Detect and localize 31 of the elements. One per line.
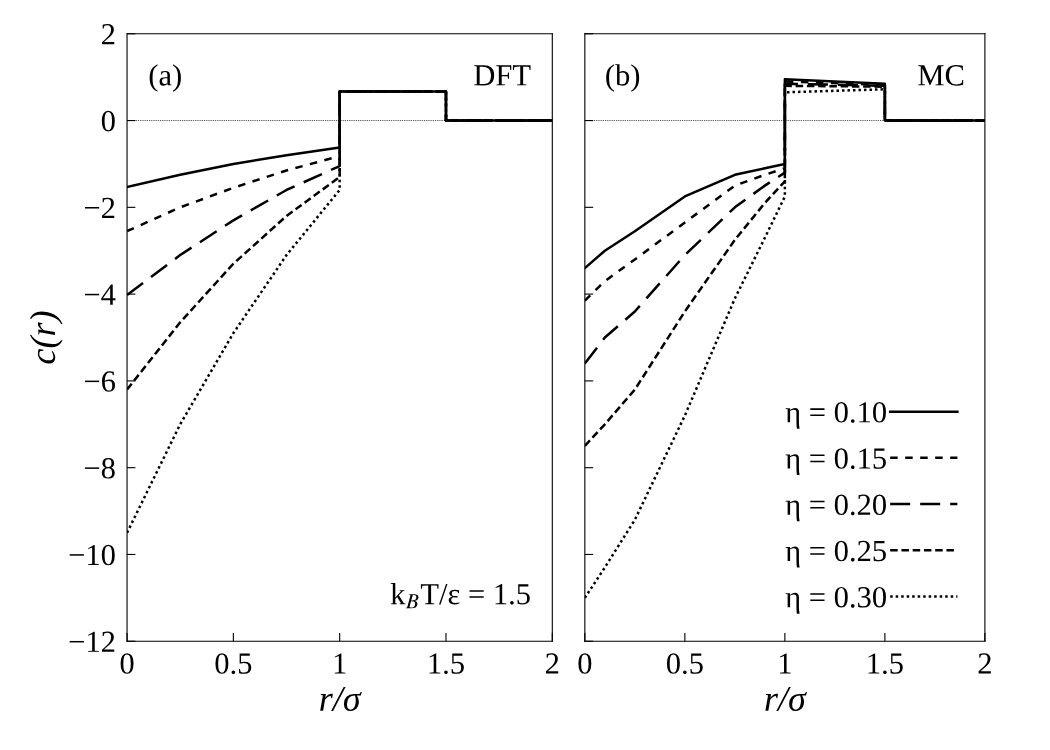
annotation: (a) xyxy=(149,64,181,92)
y-tick-label: 2 xyxy=(102,24,115,45)
x-tick-label: 0 xyxy=(578,653,592,674)
x-tick-label: 0 xyxy=(120,653,134,674)
x-tick-label: 1 xyxy=(779,653,791,674)
annotation: MC xyxy=(918,65,964,86)
y-tick-label: −2 xyxy=(84,197,115,218)
y-tick-label: −12 xyxy=(69,631,115,652)
x-tick-label: 0.5 xyxy=(215,653,252,674)
x-tick-label: 2 xyxy=(978,653,991,674)
annotation: k$_{B}$T/ε = 1.5 xyxy=(390,582,530,609)
x-tick-label: 1 xyxy=(334,653,346,674)
legend-label: η = 0.10 xyxy=(785,402,886,429)
x-tick-label: 0.5 xyxy=(666,653,703,674)
y-tick-label: −10 xyxy=(69,544,115,566)
y-tick-label: −6 xyxy=(84,371,116,392)
x-axis-title: r/σ xyxy=(765,686,807,712)
annotation: DFT xyxy=(474,65,531,86)
legend-label: η = 0.25 xyxy=(785,540,886,568)
legend-label: η = 0.30 xyxy=(785,586,886,614)
x-tick-label: 1.5 xyxy=(868,653,903,674)
y-tick-label: 0 xyxy=(101,110,115,132)
y-tick-label: −8 xyxy=(84,457,115,479)
legend-label: η = 0.20 xyxy=(785,494,886,522)
x-axis-title: r/σ xyxy=(320,686,362,712)
x-tick-label: 1.5 xyxy=(429,653,464,674)
y-tick-label: −4 xyxy=(84,284,116,305)
legend-label: η = 0.15 xyxy=(785,448,886,476)
y-axis-title: c(r) xyxy=(29,311,63,364)
x-tick-label: 2 xyxy=(546,653,559,674)
annotation: (b) xyxy=(606,64,640,92)
